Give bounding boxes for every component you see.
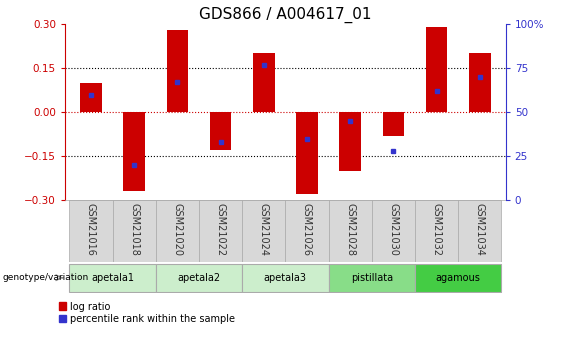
Text: apetala2: apetala2 <box>177 273 220 283</box>
Bar <box>415 264 501 292</box>
Text: GSM21016: GSM21016 <box>86 203 96 256</box>
Bar <box>285 200 328 262</box>
Bar <box>69 200 112 262</box>
Text: GSM21030: GSM21030 <box>388 203 398 256</box>
Text: pistillata: pistillata <box>351 273 393 283</box>
Bar <box>328 264 415 292</box>
Bar <box>199 200 242 262</box>
Text: GSM21034: GSM21034 <box>475 203 485 256</box>
Text: GSM21026: GSM21026 <box>302 203 312 256</box>
Bar <box>167 30 188 112</box>
Bar <box>80 83 102 112</box>
Title: GDS866 / A004617_01: GDS866 / A004617_01 <box>199 7 372 23</box>
Bar <box>426 27 447 112</box>
Bar <box>69 264 156 292</box>
Text: agamous: agamous <box>436 273 481 283</box>
Text: GSM21032: GSM21032 <box>432 203 441 256</box>
Bar <box>328 200 372 262</box>
Text: apetala3: apetala3 <box>264 273 307 283</box>
Text: apetala1: apetala1 <box>91 273 134 283</box>
Text: GSM21020: GSM21020 <box>172 203 182 256</box>
Bar <box>123 112 145 191</box>
Text: GSM21024: GSM21024 <box>259 203 269 256</box>
Bar <box>340 112 361 171</box>
Bar <box>296 112 318 194</box>
Bar <box>112 200 156 262</box>
Bar <box>383 112 404 136</box>
Bar <box>156 264 242 292</box>
Bar <box>372 200 415 262</box>
Bar <box>469 53 490 112</box>
Bar <box>415 200 458 262</box>
Bar <box>242 264 328 292</box>
Bar <box>458 200 501 262</box>
Text: GSM21018: GSM21018 <box>129 203 139 256</box>
Bar <box>253 53 275 112</box>
Legend: log ratio, percentile rank within the sample: log ratio, percentile rank within the sa… <box>59 302 235 324</box>
Text: genotype/variation: genotype/variation <box>3 273 89 282</box>
Bar <box>242 200 285 262</box>
Text: GSM21022: GSM21022 <box>215 203 225 256</box>
Text: GSM21028: GSM21028 <box>345 203 355 256</box>
Bar <box>156 200 199 262</box>
Bar <box>210 112 231 150</box>
